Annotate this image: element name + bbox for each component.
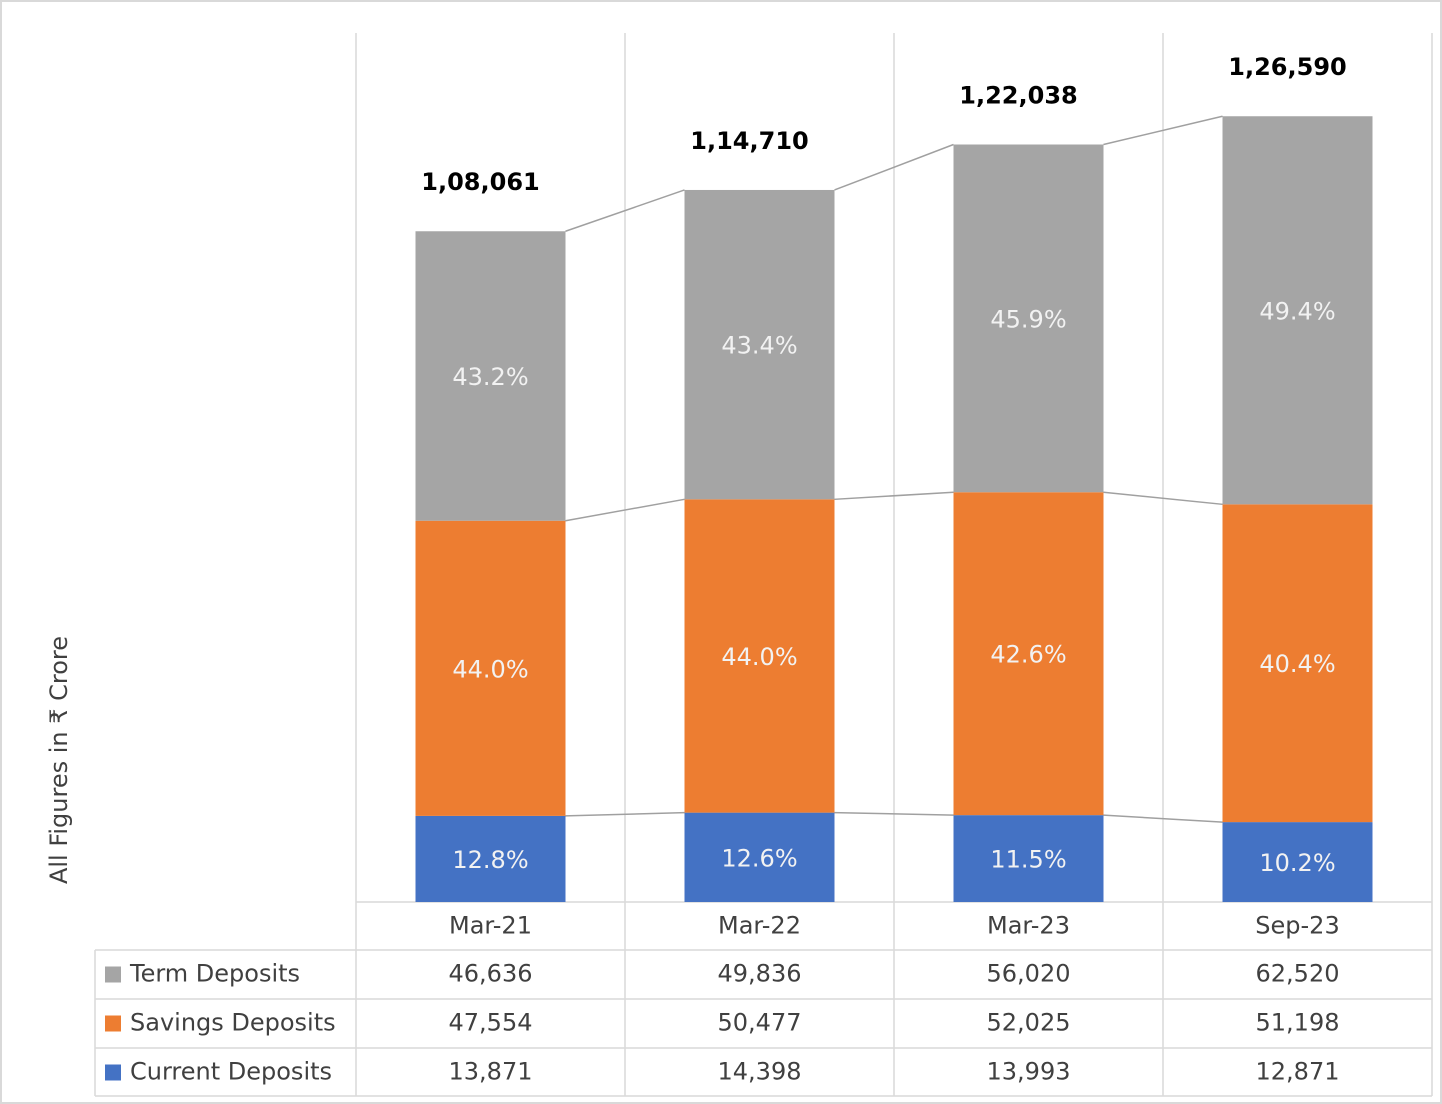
bar-segment [1222, 116, 1373, 505]
legend-swatch [105, 1064, 121, 1081]
total-label: 1,26,590 [1228, 53, 1346, 81]
connector-line [565, 498, 685, 522]
total-label: 1,22,038 [959, 81, 1077, 109]
bar-segment [415, 815, 566, 902]
bar-segment [953, 815, 1104, 902]
x-tick-label: Sep-23 [1255, 912, 1339, 940]
legend-label: Savings Deposits [130, 1009, 336, 1037]
bar-segment [1222, 822, 1373, 902]
table-value: 52,025 [987, 1009, 1071, 1037]
table-value: 49,836 [718, 960, 802, 988]
segment-label: 10.2% [1259, 849, 1335, 877]
table-value: 13,993 [987, 1058, 1071, 1086]
segment-label: 12.6% [721, 844, 797, 872]
table-value: 46,636 [449, 960, 533, 988]
legend-label: Term Deposits [129, 960, 300, 988]
total-label: 1,08,061 [421, 168, 539, 196]
connector-line [565, 811, 685, 817]
segment-label: 44.0% [452, 655, 528, 683]
segment-label: 42.6% [990, 641, 1066, 669]
table-value: 51,198 [1256, 1009, 1340, 1037]
connector-line [1103, 491, 1223, 506]
y-axis-label: All Figures in ₹ Crore [45, 636, 73, 884]
segment-label: 43.4% [721, 332, 797, 360]
bar-segment [684, 499, 835, 813]
legend-swatch [105, 966, 121, 983]
table-value: 13,871 [449, 1058, 533, 1086]
legend-swatch [105, 1015, 121, 1032]
legend-label: Current Deposits [130, 1058, 332, 1086]
connector-line [834, 811, 954, 816]
segment-label: 12.8% [452, 846, 528, 874]
table-value: 14,398 [718, 1058, 802, 1086]
total-label: 1,14,710 [690, 127, 808, 155]
bar-segment [953, 144, 1104, 493]
bar-segment [684, 812, 835, 902]
table-value: 62,520 [1256, 960, 1340, 988]
connector-line [1103, 115, 1223, 146]
bar-segment [415, 231, 566, 521]
table-value: 12,871 [1256, 1058, 1340, 1086]
connector-line [834, 491, 954, 501]
connector-line [1103, 814, 1223, 823]
table-value: 56,020 [987, 960, 1071, 988]
table-value: 50,477 [718, 1009, 802, 1037]
bar-segment [953, 492, 1104, 816]
bar-segment [415, 520, 566, 816]
connector-line [834, 143, 954, 191]
segment-label: 11.5% [990, 846, 1066, 874]
table-value: 47,554 [449, 1009, 533, 1037]
connector-line [565, 189, 685, 232]
x-tick-label: Mar-22 [718, 912, 801, 940]
segment-label: 45.9% [990, 305, 1066, 333]
bar-segment [1222, 504, 1373, 823]
bar-segment [684, 189, 835, 500]
segment-label: 43.2% [452, 363, 528, 391]
segment-label: 49.4% [1259, 297, 1335, 325]
x-tick-label: Mar-21 [449, 912, 532, 940]
x-tick-label: Mar-23 [987, 912, 1070, 940]
segment-label: 44.0% [721, 643, 797, 671]
segment-label: 40.4% [1259, 650, 1335, 678]
